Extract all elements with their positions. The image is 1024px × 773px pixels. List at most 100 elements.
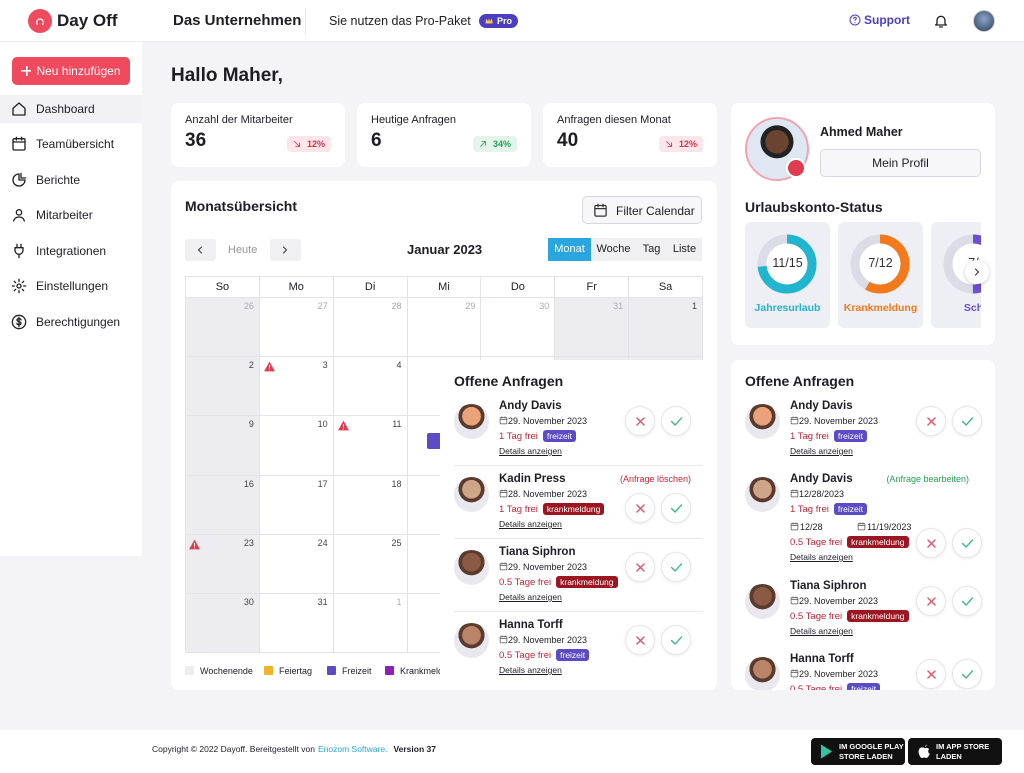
day-number: 9 [248,419,254,430]
icon-part [499,489,508,498]
reject-button[interactable] [625,406,655,436]
reject-button[interactable] [916,659,946,689]
day-cell[interactable]: 25 [333,534,408,594]
approve-button[interactable] [661,493,691,523]
day-cell[interactable]: 24 [259,534,334,594]
day-number: 17 [317,478,328,489]
nav-item[interactable]: Einstellungen [36,279,109,293]
icon-part [670,636,683,645]
icon-part [636,417,645,426]
reject-button[interactable] [625,493,655,523]
prev-button[interactable] [185,239,216,261]
details-link[interactable]: Details anzeigen [790,626,853,636]
approve-button[interactable] [952,586,982,616]
day-number: 16 [243,478,254,489]
approve-button[interactable] [661,406,691,436]
profile-button[interactable]: Mein Profil [820,149,981,177]
approve-button[interactable] [661,625,691,655]
header-avatar[interactable] [973,10,995,32]
next-button[interactable] [270,239,301,261]
day-cell[interactable]: 30 [481,298,556,358]
nav-item[interactable]: Teamübersicht [36,137,115,151]
reject-button[interactable] [625,625,655,655]
day-cell[interactable]: 31 [259,594,334,654]
reject-button[interactable] [916,586,946,616]
nav-item[interactable]: Berichte [36,173,81,187]
panel-title: Offene Anfragen [454,373,564,389]
donut-arc [850,234,910,294]
nav-item[interactable]: Mitarbeiter [36,208,93,222]
icon-part [499,416,508,425]
day-cell[interactable]: 28 [333,298,408,358]
day-cell[interactable]: 2 [186,357,260,417]
request-note[interactable]: (Anfrage löschen) [619,474,691,484]
nav-item[interactable]: Integrationen [36,244,107,258]
day-cell[interactable]: 18 [333,475,408,535]
icon-part [927,670,936,679]
day-cell[interactable]: 26 [186,298,260,358]
view-button[interactable]: Tag [636,238,667,261]
icon-part [499,636,508,644]
icon-part [935,15,947,28]
stat-change: 12% [286,136,331,152]
icon [959,535,976,552]
day-cell[interactable]: 9 [186,416,260,476]
day-cell[interactable]: 29 [407,298,482,358]
nav-item[interactable]: Dashboard [36,102,95,116]
details-link[interactable]: Details anzeigen [790,552,853,562]
details-link[interactable]: Details anzeigen [499,665,562,675]
day-cell[interactable]: 17 [259,475,334,535]
balance-next[interactable] [965,260,989,284]
day-cell[interactable]: 4 [333,357,408,417]
reject-button[interactable] [625,552,655,582]
details-link[interactable]: Details anzeigen [499,519,562,529]
approve-button[interactable] [661,552,691,582]
request-tag: krankmeldung [847,536,909,548]
details-link[interactable]: Details anzeigen [499,446,562,456]
filter-button[interactable]: Filter Calendar [582,196,702,224]
icon [959,413,976,430]
event-chip[interactable] [426,433,441,450]
day-cell[interactable]: 1 [333,594,408,654]
icon [668,632,685,649]
reject-button[interactable] [916,406,946,436]
day-cell[interactable]: 31 [555,298,630,358]
company-link[interactable]: Enozom Software. [317,744,388,754]
add-button[interactable]: Neu hinzufügen [12,57,130,85]
day-cell[interactable]: 30 [186,594,260,654]
support-link[interactable]: Support [864,13,910,27]
avatar [454,623,489,658]
day-cell[interactable]: 27 [259,298,334,358]
approve-button[interactable] [952,406,982,436]
request-amount: 0.5 Tage frei [790,610,843,622]
approve-button[interactable] [952,528,982,558]
day-cell[interactable]: 10 [259,416,334,476]
view-button[interactable]: Liste [667,238,702,261]
donut-arc [943,234,981,294]
icon-part [636,563,645,572]
view-button[interactable]: Woche [591,238,636,261]
requests-card: Offene Anfragen Andy Davis 29. November 20… [731,360,995,690]
today-button[interactable]: Heute [228,244,258,256]
icon [959,593,976,610]
store-badge[interactable]: IM APP STORE LADEN [908,738,1002,765]
header-divider [305,8,306,34]
day-cell[interactable]: 23 [186,534,260,594]
profile-button-label: Mein Profil [872,156,929,170]
reject-button[interactable] [916,528,946,558]
weekday-cell: So [186,277,260,298]
view-button[interactable]: Monat [548,238,591,261]
details-link[interactable]: Details anzeigen [499,592,562,602]
balance-title: Urlaubskonto-Status [745,199,883,215]
day-cell[interactable]: 1 [629,298,703,358]
details-link[interactable]: Details anzeigen [790,446,853,456]
store-badge[interactable]: IM GOOGLE PLAY STORE LADEN [811,738,905,765]
day-cell[interactable]: 16 [186,475,260,535]
separator [454,538,703,539]
approve-button[interactable] [952,659,982,689]
icon-part [670,417,683,426]
nav-item[interactable]: Berechtigungen [36,315,121,329]
request-tag: freizeit [542,430,576,442]
request-note[interactable]: (Anfrage bearbeiten) [886,474,969,484]
